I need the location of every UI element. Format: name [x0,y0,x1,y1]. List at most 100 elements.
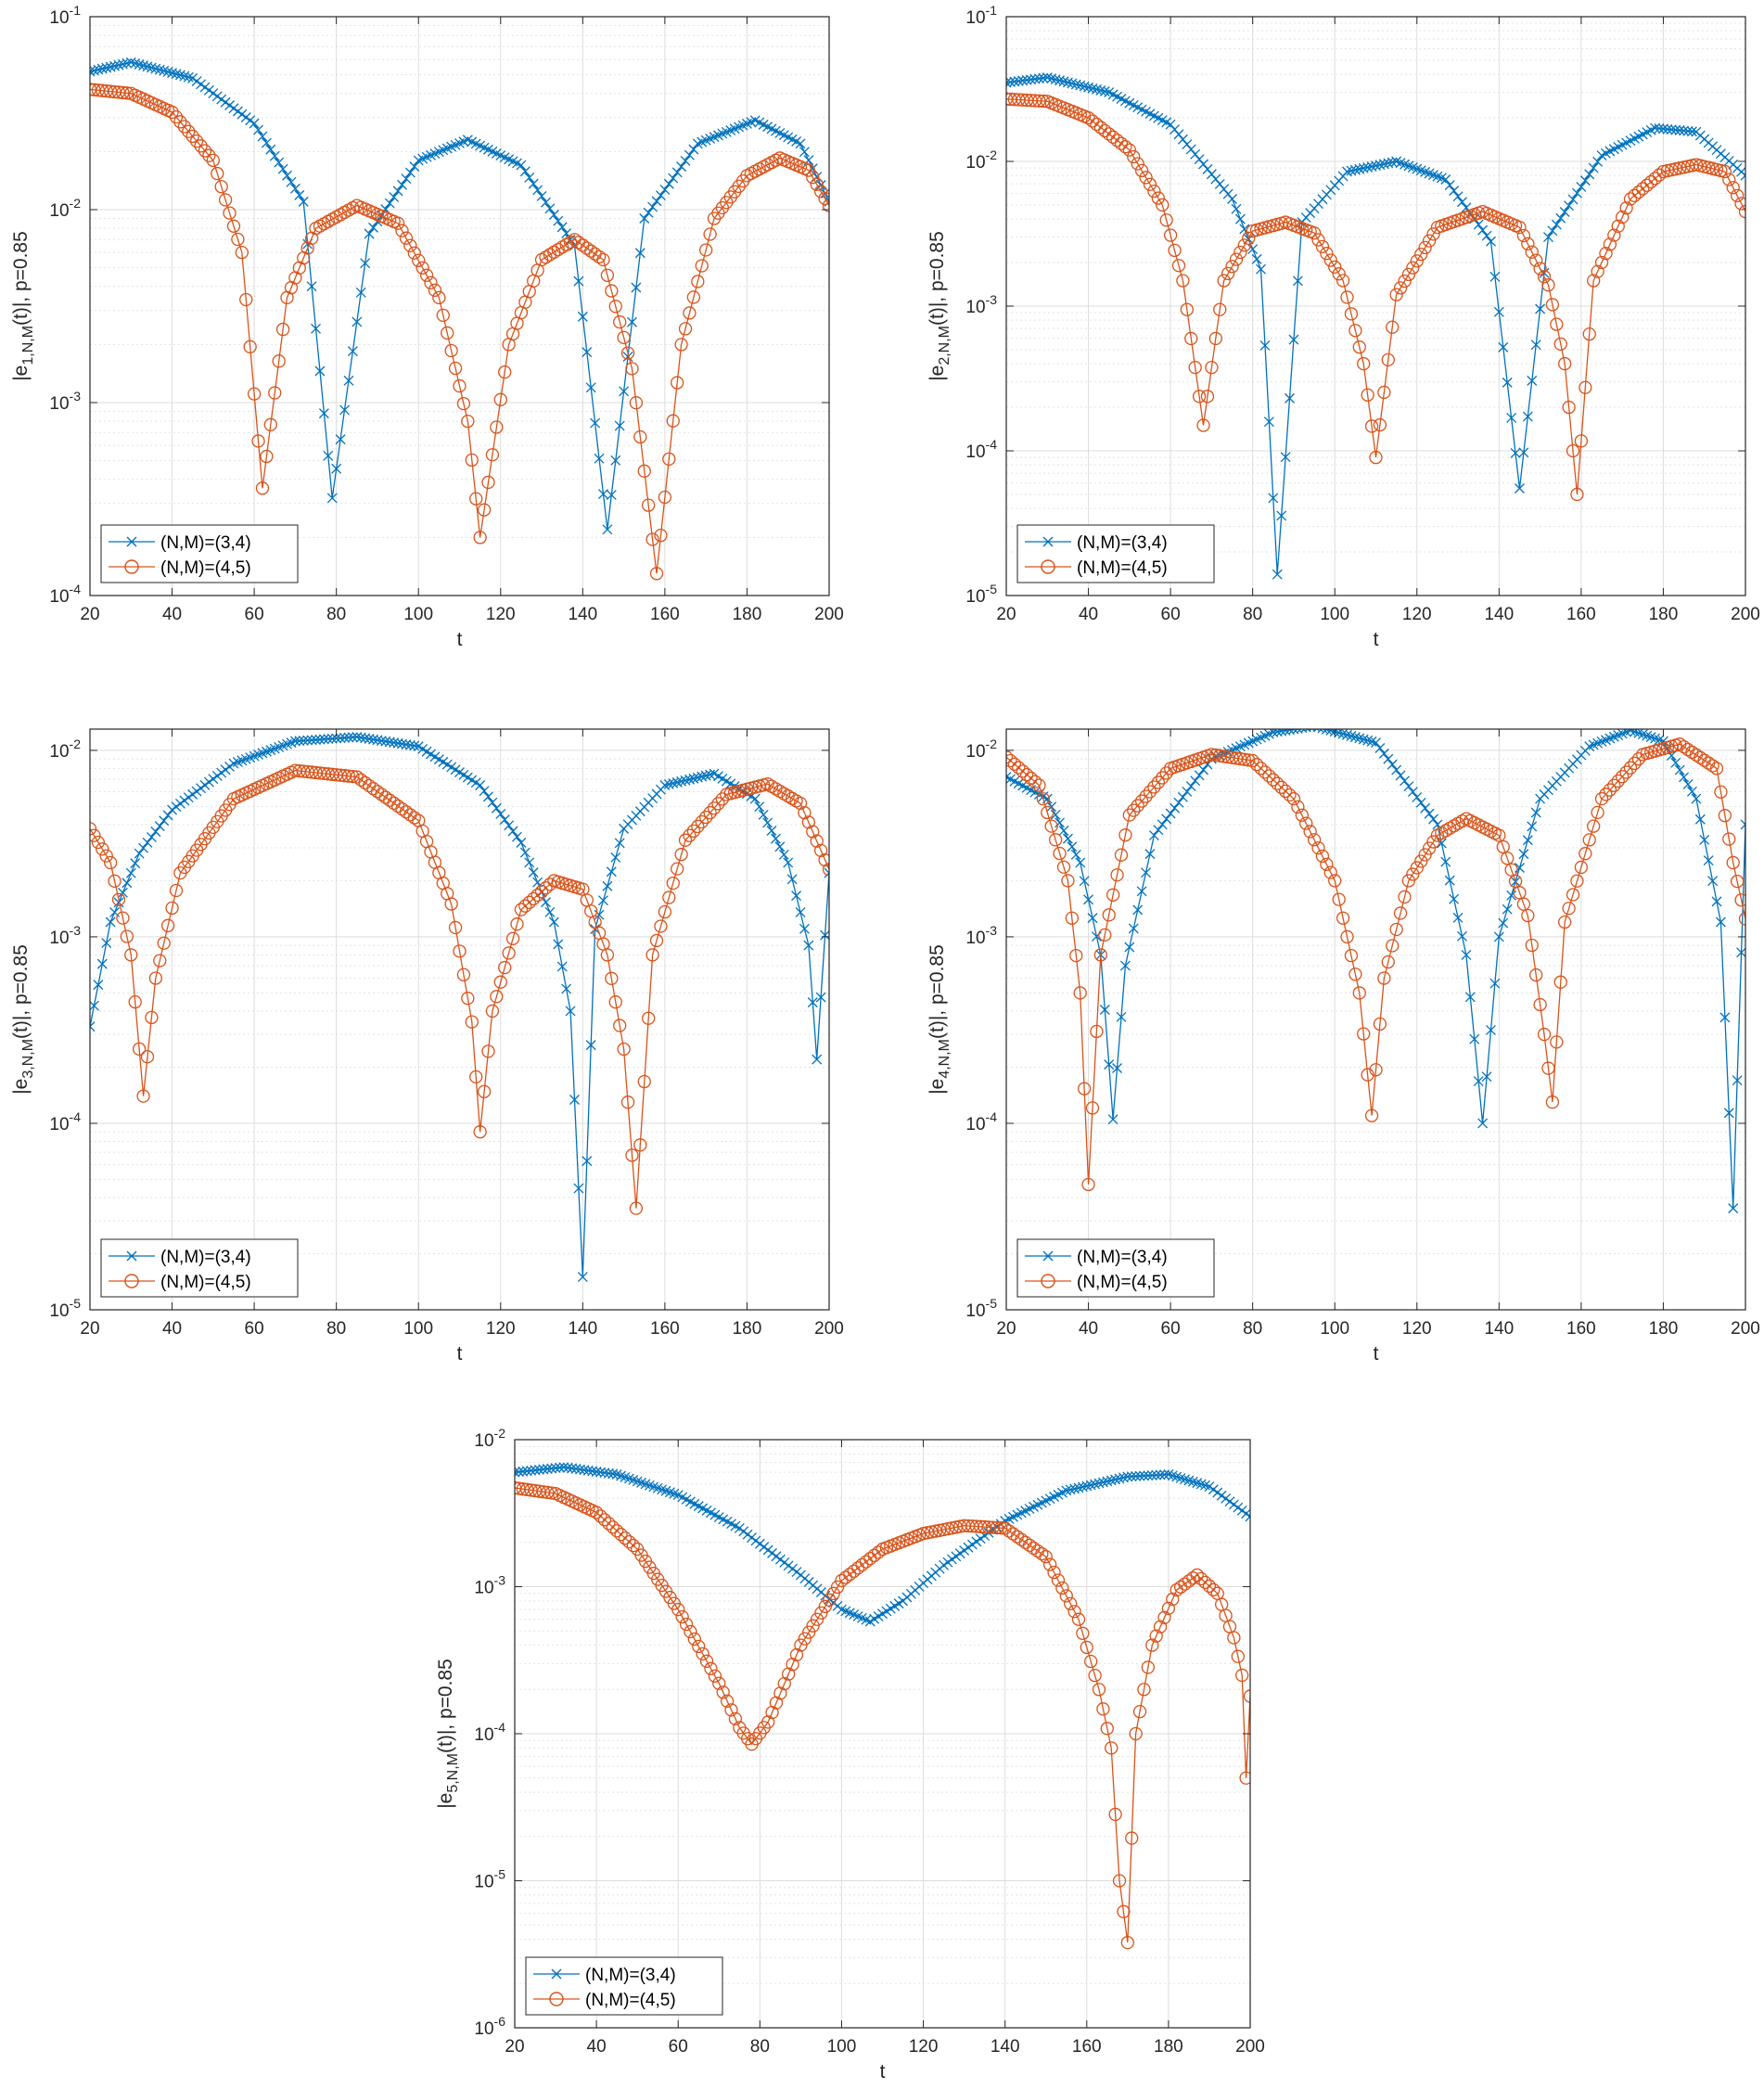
data-point-o [1127,149,1141,164]
data-point-o [1422,841,1437,855]
data-point-x [656,190,666,201]
data-point-x [561,983,572,994]
data-point-o [596,252,610,267]
data-point-x [90,1021,96,1032]
data-point-x [515,1467,524,1478]
data-point-o [813,185,828,199]
data-point-x [1387,157,1398,168]
data-point-o [1122,808,1136,822]
data-point-o [473,531,487,545]
data-point-x [1079,876,1090,887]
data-point-x [610,455,621,466]
data-point-o [1616,210,1630,224]
data-point-o [810,1612,824,1626]
data-point-x [1297,729,1308,734]
data-point-x [171,69,182,80]
data-point-x [754,801,765,813]
data-point-x [1674,764,1685,775]
data-point-x [595,1467,606,1478]
data-point-x [1033,73,1044,84]
data-point-x [688,144,699,155]
data-point-x [1170,124,1180,135]
data-point-x [335,733,346,744]
data-point-o [678,833,693,847]
data-point-x [606,866,617,878]
data-point-x [1358,734,1369,745]
data-point-o [1364,1109,1379,1122]
data-point-x [199,779,211,790]
data-point-x [1259,340,1271,351]
data-point-x [663,178,674,189]
data-point-o [594,1509,607,1523]
data-point-o [165,105,179,120]
data-point-x [1515,483,1525,493]
data-point-x [105,916,116,928]
data-point-o [1131,799,1144,813]
data-point-o [1221,266,1235,281]
data-point-x [347,346,358,357]
data-point-o [1644,174,1658,189]
data-point-x [499,814,510,826]
data-point-o [614,1528,628,1542]
data-point-x [236,109,248,120]
data-point-o [1249,758,1264,772]
data-point-x [585,1040,596,1051]
data-point-o [415,261,429,275]
data-point-o [798,1632,812,1646]
data-point-x [368,734,378,745]
data-point-o [1591,264,1604,278]
legend: (N,M)=(3,4) (N,M)=(4,5) [100,524,299,583]
data-point-x [311,323,321,334]
data-point-x [331,733,342,744]
data-point-x [807,997,818,1008]
data-point-o [618,1532,633,1545]
data-point-x [594,909,605,920]
data-point-x [1464,992,1476,1003]
data-point-x [536,191,547,201]
data-point-o [1246,753,1259,768]
x-tick-label: 200 [1731,605,1760,624]
data-point-x [1185,781,1196,792]
data-point-x [384,198,395,209]
data-point-o [813,843,828,858]
data-point-x [282,170,292,181]
data-point-x [939,1559,950,1570]
data-point-o [711,797,725,811]
data-point-o [916,1527,930,1541]
data-point-o [469,492,483,506]
legend-label: (N,M)=(3,4) [585,1966,676,1985]
data-point-x [121,878,133,889]
data-point-o [1080,1640,1093,1655]
data-point-o [527,891,541,906]
data-point-o [1410,254,1424,268]
subplot-2: 20 40 60 80 100 120 140 160 180 200 10-5 10-4 10-3 10… [927,3,1760,650]
data-point-x [774,841,786,852]
data-point-x [1378,748,1389,759]
data-point-x [599,1467,610,1479]
data-point-o [649,933,664,948]
data-point-o [1196,418,1210,432]
data-point-o [1051,1573,1066,1587]
data-point-x [364,734,375,744]
data-point-x [1527,375,1538,386]
data-point-o [1168,243,1182,258]
data-point-o [1266,773,1280,787]
data-point-o [522,895,536,909]
data-point-o [481,1044,495,1058]
data-point-x [1682,779,1694,790]
data-point-o [165,901,179,916]
data-point-o [1096,1702,1110,1716]
data-point-o [1607,778,1621,792]
data-point-o [1229,252,1244,266]
data-point-o [1558,356,1572,371]
series-nm-4-5 [1006,92,1745,502]
data-point-x [249,118,260,129]
data-point-x [150,63,161,74]
data-point-o [1036,792,1050,806]
data-point-x [1153,825,1164,836]
data-point-x [774,1554,786,1565]
data-point-o [1235,1668,1249,1683]
data-point-o [1200,390,1215,404]
data-point-x [758,809,769,820]
data-point-x [179,795,190,806]
